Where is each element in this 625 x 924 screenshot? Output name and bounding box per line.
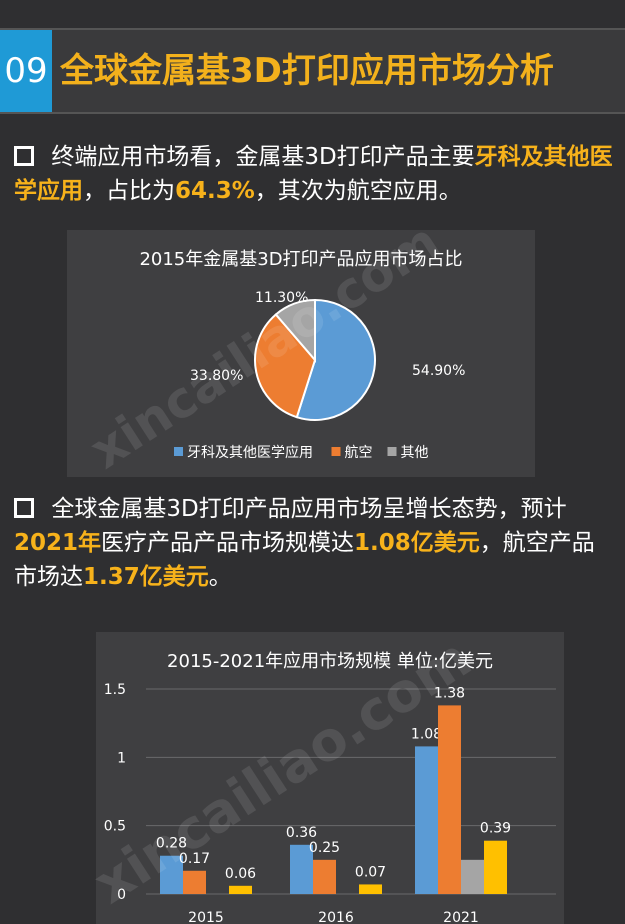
x-tick-label: 2015 <box>188 910 224 924</box>
section-title: 全球金属基3D打印应用市场分析 <box>60 51 554 91</box>
bar-data-label: 1.38 <box>434 685 465 701</box>
bar-data-label: 0.36 <box>286 825 317 841</box>
highlight-text: 牙科及其他医学应用 <box>14 144 613 204</box>
bar-data-label: 0.25 <box>309 840 340 856</box>
section-number: 09 <box>0 30 52 112</box>
legend-swatch <box>174 447 183 456</box>
paragraph-text: 医疗产品产品市场规模达 <box>101 530 355 556</box>
bar <box>359 884 382 894</box>
bar <box>290 844 313 894</box>
pie-data-label: 33.80% <box>190 368 243 384</box>
pie-slice <box>254 313 317 419</box>
bar-chart: 0 0.5 1 1.5 0.280.17 0.06 2015 0.360.25 0.07 2016… <box>104 682 556 924</box>
bar <box>160 855 183 894</box>
y-tick-label: 1.5 <box>104 682 126 698</box>
bar-data-label: 0.28 <box>156 836 187 852</box>
bullet-square-icon <box>14 146 34 166</box>
paragraph-1: 终端应用市场看，金属基3D打印产品主要牙科及其他医学应用，占比为64.3%，其次… <box>14 140 614 208</box>
highlight-text: 1.08亿美元 <box>354 530 480 556</box>
paragraph-text: 全球金属基3D打印产品应用市场呈增长态势，预计 <box>51 496 567 522</box>
bar <box>461 859 484 894</box>
bar <box>229 885 252 894</box>
pie-data-label: 54.90% <box>412 363 465 379</box>
bullet-square-icon <box>14 498 34 518</box>
bar-data-label: 0.39 <box>480 821 511 837</box>
legend-label: 其他 <box>401 445 429 461</box>
paragraph-text: ，其次为航空应用。 <box>254 178 462 204</box>
y-tick-label: 0.5 <box>104 819 126 835</box>
bar <box>415 746 438 894</box>
pie-chart: 54.90% 33.80% 11.30% 牙科及其他医学应用 航空 其他 <box>174 290 465 461</box>
pie-chart-title: 2015年金属基3D打印产品应用市场占比 <box>139 249 463 270</box>
paragraph-text: 。 <box>208 564 232 590</box>
legend-label: 牙科及其他医学应用 <box>187 444 313 461</box>
highlight-text: 64.3% <box>175 178 255 204</box>
bar-data-label: 1.08 <box>411 726 442 742</box>
bar <box>183 870 206 894</box>
x-tick-label: 2016 <box>318 910 354 924</box>
paragraph-text: ，占比为 <box>83 178 175 204</box>
y-tick-label: 1 <box>117 750 126 766</box>
paragraph-text: ，航空产品市场达 <box>14 530 595 590</box>
paragraph-2: 全球金属基3D打印产品应用市场呈增长态势，预计2021年医疗产品产品市场规模达1… <box>14 492 614 594</box>
highlight-text: 2021年 <box>14 530 102 556</box>
bar-chart-panel: 2015-2021年应用市场规模 单位:亿美元 0 0.5 1 1.5 0.28 0.17… <box>96 632 564 924</box>
section-header: 09 全球金属基3D打印应用市场分析 <box>0 28 625 114</box>
pie-slice <box>295 298 376 421</box>
x-tick-label: 2021 <box>443 910 479 924</box>
legend-label: 航空 <box>345 445 373 461</box>
bar <box>484 840 507 894</box>
bar-data-label: 0.17 <box>179 851 210 867</box>
pie-data-label: 11.30% <box>255 290 308 306</box>
bar-data-label: 0.07 <box>355 864 386 880</box>
bar-chart-title: 2015-2021年应用市场规模 单位:亿美元 <box>167 651 493 672</box>
highlight-text: 1.37亿美元 <box>83 564 209 590</box>
bar <box>438 705 461 894</box>
paragraph-text: 终端应用市场看，金属基3D打印产品主要 <box>51 144 475 170</box>
legend-swatch <box>387 447 397 456</box>
bar <box>313 859 336 894</box>
y-tick-label: 0 <box>117 887 126 903</box>
pie-slice <box>274 298 316 363</box>
pie-chart-panel: 2015年金属基3D打印产品应用市场占比 54.90% 33.80% 11.30% 牙… <box>67 230 535 477</box>
bar-data-label: 0.06 <box>225 866 256 882</box>
legend-swatch <box>331 447 341 456</box>
